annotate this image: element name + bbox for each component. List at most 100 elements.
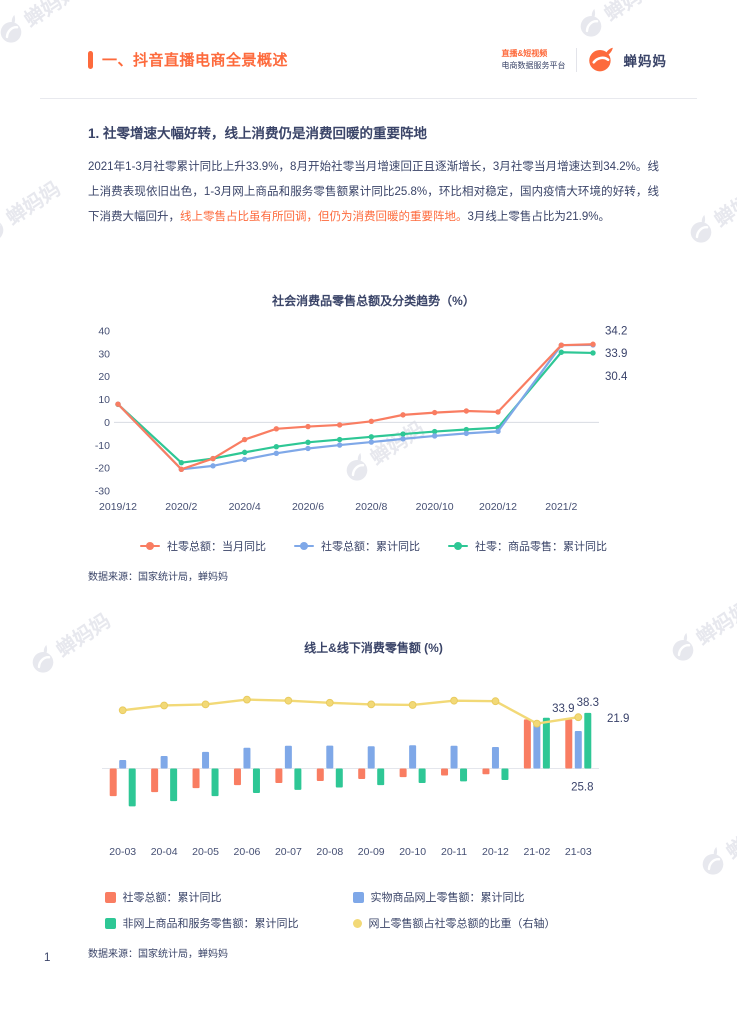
brand-name: 蝉妈妈 <box>623 53 667 69</box>
series-point <box>463 408 470 414</box>
legend-label: 社零总额：累计同比 <box>321 541 420 553</box>
chanmama-logo-glyph <box>0 14 22 43</box>
series-point <box>495 409 501 415</box>
bar <box>151 768 159 793</box>
legend-item: 社零总额：累计同比 <box>104 889 353 905</box>
value-label: 21.9 <box>607 713 629 725</box>
watermark: 蝉妈妈 <box>0 0 83 50</box>
legend-line-marker <box>294 541 314 550</box>
x-tick-label: 2019/12 <box>99 501 137 513</box>
chanmama-logo-glyph <box>702 846 724 875</box>
bar-series <box>109 719 573 797</box>
brand-lockup: 直播&短视频 电商数据服务平台 蝉妈妈 <box>502 46 668 73</box>
bar <box>399 768 407 778</box>
legend-label: 社零总额：累计同比 <box>122 892 222 904</box>
series-point <box>590 350 596 356</box>
retail-trend-chart: 40 30 20 10 0 -10 -20 -30 2019/12 2020/2 2020/4 202… <box>95 325 628 513</box>
series-point <box>241 456 248 463</box>
bar <box>491 747 499 769</box>
x-tick-label: 20-12 <box>482 846 509 858</box>
retail-trend-chart-title: 社会消费品零售总额及分类趋势（%） <box>272 294 475 308</box>
bar <box>170 768 178 802</box>
y-tick-label: 40 <box>98 326 110 338</box>
x-tick-label: 21-03 <box>565 846 592 858</box>
x-tick-label: 2020/12 <box>479 501 517 513</box>
y-tick-label: 20 <box>98 371 110 383</box>
section-header-title: 一、抖音直播电商全景概述 <box>102 52 289 69</box>
bar <box>441 768 449 776</box>
series-point <box>431 433 438 439</box>
series-point <box>336 422 343 428</box>
legend-item: 社零总额：当月同比 <box>140 538 266 554</box>
body-paragraph: 2021年1-3月社零累计同比上升33.9%，8月开始社零当月增速回正且逐渐增长… <box>88 155 659 230</box>
retail-trend-data-source: 数据来源：国家统计局，蝉妈妈 <box>88 572 228 583</box>
series-point <box>241 436 248 443</box>
platform-tagline: 直播&短视频 电商数据服务平台 <box>502 48 566 71</box>
bar <box>460 768 468 782</box>
series-line <box>116 351 595 464</box>
series-point <box>463 430 470 437</box>
ratio-point <box>201 700 210 709</box>
chanmama-logo-glyph <box>690 214 712 243</box>
series-end-label: 33.9 <box>605 348 627 360</box>
legend-dot-marker <box>352 918 362 928</box>
x-tick-label: 20-09 <box>358 846 385 858</box>
series-point <box>305 445 311 452</box>
legend-item: 社零总额：累计同比 <box>294 538 420 554</box>
bar <box>128 768 136 807</box>
bar <box>211 768 219 797</box>
bar-series <box>119 724 582 769</box>
section-heading: 1. 社零增速大幅好转，线上消费仍是消费回暖的重要阵地 <box>88 126 428 141</box>
online-offline-chart-block: 线上&线下消费零售额 (%) 20-03 20-04 20-05 20-06 20-07… <box>88 639 659 960</box>
legend-square-marker <box>352 891 364 903</box>
x-tick-label: 20-08 <box>316 846 343 858</box>
y-tick-label: -20 <box>95 463 110 475</box>
chanmama-logo-glyph <box>588 47 613 72</box>
series-point <box>400 412 406 418</box>
x-tick-label: 2020/8 <box>355 501 387 513</box>
bar <box>450 745 458 769</box>
online-offline-legend: 社零总额：累计同比 实物商品网上零售额：累计同比 非网上商品和服务零售额：累计同比 网… <box>88 889 659 931</box>
watermark: 蝉妈妈 <box>338 413 430 488</box>
legend-label: 网上零售额占社零总额的比重（右轴） <box>368 918 556 930</box>
bar <box>584 712 592 769</box>
series-point <box>273 443 280 450</box>
page-number: 1 <box>44 952 51 964</box>
vertical-divider <box>575 47 577 72</box>
bar <box>294 768 302 790</box>
legend-item: 非网上商品和服务零售额：累计同比 <box>104 915 353 931</box>
x-tick-label: 20-05 <box>192 846 219 858</box>
bar <box>409 745 417 769</box>
series-point <box>431 409 438 416</box>
bar <box>418 768 426 783</box>
bar <box>252 768 260 793</box>
para-highlight: 线上零售占比虽有所回调，但仍为消费回暖的重要阵地。 <box>180 211 468 223</box>
online-offline-chart-title: 线上&线下消费零售额 (%) <box>304 641 443 655</box>
x-tick-label: 20-07 <box>275 846 302 858</box>
bar <box>523 719 531 769</box>
bar <box>119 759 127 769</box>
accent-bar <box>88 50 93 69</box>
series-point <box>368 439 375 445</box>
chanmama-logo-glyph <box>580 8 602 37</box>
ratio-line <box>122 698 579 725</box>
series-point <box>178 459 185 466</box>
series-point <box>463 426 470 433</box>
bar <box>501 768 509 781</box>
page-content: 1. 社零增速大幅好转，线上消费仍是消费回暖的重要阵地 2021年1-3月社零累… <box>88 122 659 960</box>
x-tick-label: 20-04 <box>151 846 178 858</box>
bar <box>367 746 375 769</box>
series-point <box>431 428 438 435</box>
series-point <box>336 442 343 448</box>
value-label: 25.8 <box>571 782 593 794</box>
bar <box>243 747 251 769</box>
ratio-point <box>450 696 458 705</box>
legend-line-marker <box>448 541 468 550</box>
series-point <box>590 341 596 347</box>
legend-line-marker <box>140 541 160 550</box>
watermark: 蝉妈妈 <box>572 0 664 44</box>
watermark: 蝉妈妈 <box>682 175 737 250</box>
chanmama-logo-glyph <box>672 632 694 661</box>
